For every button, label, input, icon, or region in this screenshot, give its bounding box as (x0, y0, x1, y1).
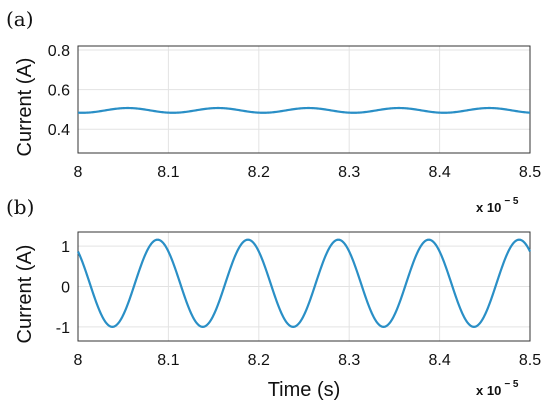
panel-b-x-multiplier: x 10− 5 (476, 379, 519, 398)
panel-b-y-tick-label: 0 (61, 280, 70, 297)
panel-b-grid (77, 232, 531, 341)
panel-b-y-tick-label: 1 (61, 239, 70, 256)
panel-b-x-tick-labels: 8 8.1 8.2 8.3 8.4 8.5 (74, 352, 542, 369)
panel-a-x-tick-label: 8.5 (519, 164, 541, 181)
panel-b-series-line (77, 238, 531, 328)
panel-b-label: (b) (6, 195, 34, 219)
panel-a-x-multiplier-exponent: − 5 (504, 196, 519, 207)
panel-b-x-tick-label: 8.3 (338, 352, 360, 369)
panel-a-y-tick-labels: 0.4 0.6 0.8 (48, 43, 70, 139)
panel-a-x-tick-label: 8 (74, 164, 83, 181)
panel-a-x-tick-label: 8.2 (248, 164, 270, 181)
panel-a-y-tick-label: 0.8 (48, 43, 70, 60)
panel-a-x-tick-label: 8.4 (428, 164, 450, 181)
panel-b-x-multiplier-base: x 10 (476, 383, 501, 398)
panel-a-y-tick-label: 0.6 (48, 83, 70, 100)
panel-a-series-line (77, 106, 531, 114)
panel-a-x-tick-label: 8.3 (338, 164, 360, 181)
panel-a-grid (77, 46, 531, 153)
panel-a: (a) 8 8.1 8.2 8.3 8.4 8.5 0.4 0.6 0.8 Current (… (6, 7, 541, 215)
panel-b-axes-frame (77, 231, 531, 342)
panel-a-y-tick-label: 0.4 (48, 122, 70, 139)
panel-a-label: (a) (6, 7, 34, 31)
panel-b-x-tick-label: 8.5 (519, 352, 541, 369)
panel-a-x-tick-label: 8.1 (157, 164, 179, 181)
panel-b-x-multiplier-exponent: − 5 (504, 379, 519, 390)
panel-b-y-tick-labels: -1 0 1 (56, 239, 70, 337)
panel-a-y-axis-label: Current (A) (14, 58, 36, 157)
panel-b-y-tick-label: -1 (56, 320, 70, 337)
panel-a-x-multiplier-base: x 10 (476, 200, 501, 215)
panel-a-axes-frame (77, 45, 531, 154)
panel-b-x-axis-label: Time (s) (268, 379, 341, 401)
panel-b-x-tick-label: 8.2 (248, 352, 270, 369)
panel-b-y-axis-label: Current (A) (14, 245, 36, 344)
panel-a-x-tick-labels: 8 8.1 8.2 8.3 8.4 8.5 (74, 164, 542, 181)
panel-a-x-multiplier: x 10− 5 (476, 196, 519, 215)
panel-b: (b) 8 8.1 8.2 8.3 8.4 8.5 -1 0 1 Current (A) Ti… (6, 195, 541, 401)
panel-b-x-tick-label: 8 (74, 352, 83, 369)
panel-b-x-tick-label: 8.1 (157, 352, 179, 369)
panel-b-x-tick-label: 8.4 (428, 352, 450, 369)
